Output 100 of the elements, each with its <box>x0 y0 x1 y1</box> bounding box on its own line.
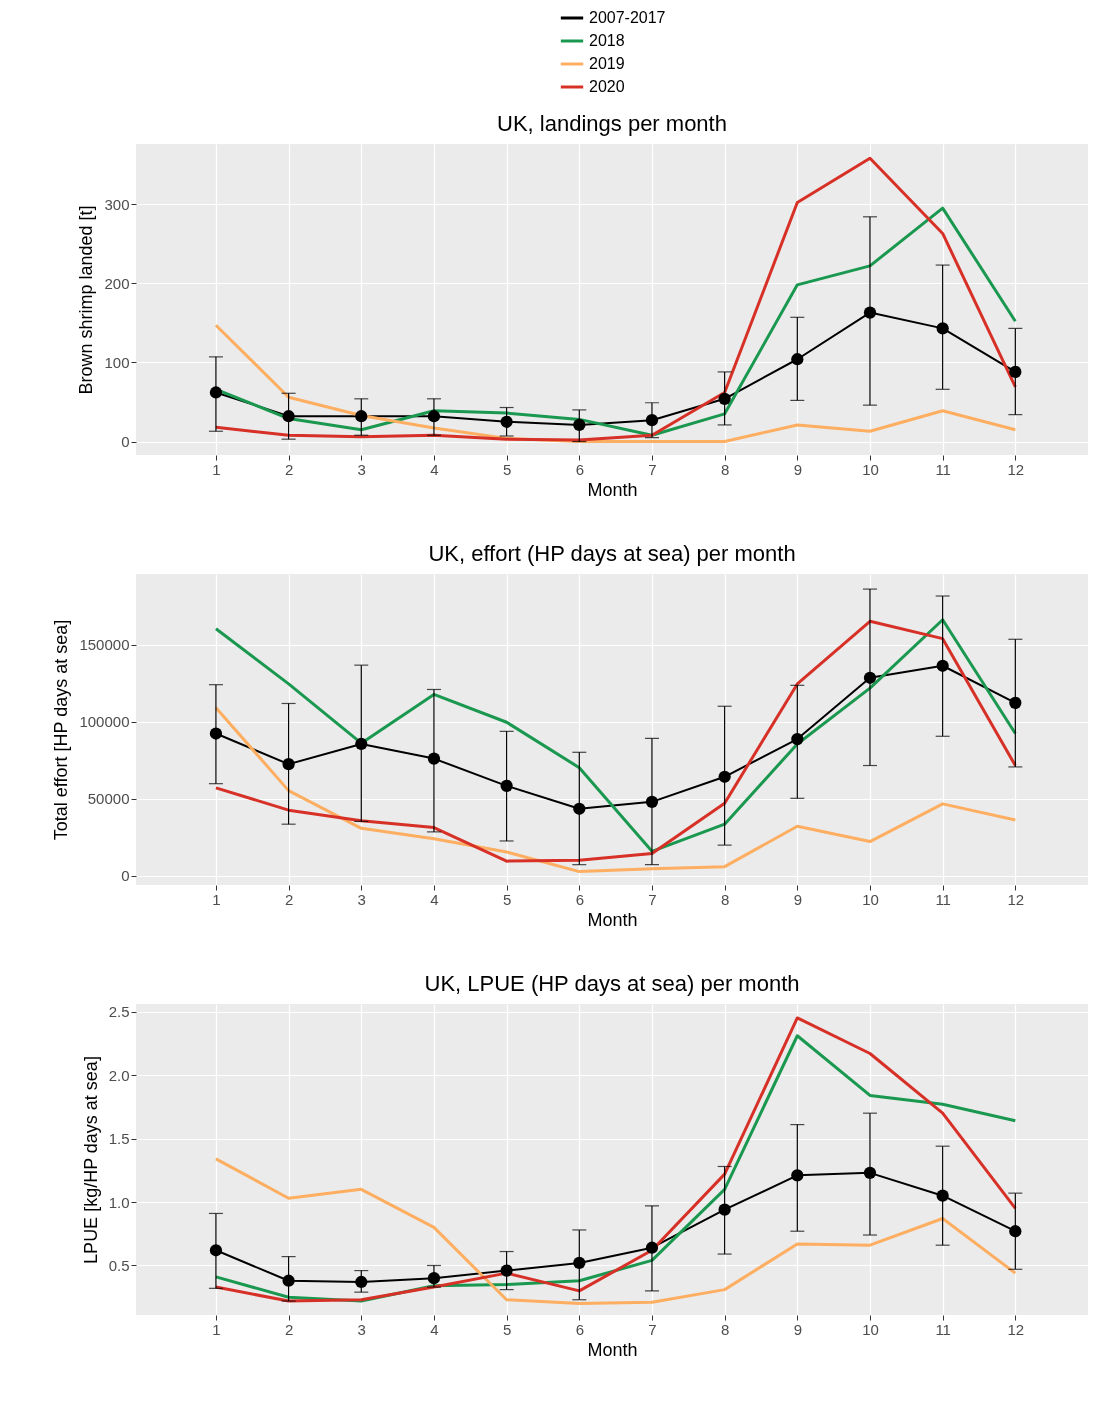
x-tick-label: 8 <box>720 460 730 478</box>
x-tick-label: 5 <box>502 1320 512 1338</box>
y-tick-label: 300 <box>104 195 130 213</box>
chart-title: UK, landings per month <box>497 111 727 136</box>
point <box>1009 365 1022 379</box>
point <box>355 1275 368 1289</box>
point <box>209 1244 223 1257</box>
x-tick-label: 11 <box>935 890 951 908</box>
point <box>282 758 295 771</box>
point <box>645 414 659 427</box>
x-tick-label: 10 <box>862 890 879 908</box>
x-tick-label: 6 <box>575 890 584 908</box>
y-axis-title: LPUE [kg/HP days at sea] <box>80 1056 101 1264</box>
y-tick-label: 2.0 <box>108 1066 130 1084</box>
point <box>573 1256 586 1270</box>
point <box>427 1272 441 1285</box>
x-tick-label: 12 <box>1007 1320 1025 1338</box>
x-tick-label: 2 <box>284 460 294 478</box>
x-axis-title: Month <box>587 479 638 500</box>
point <box>718 392 731 405</box>
point <box>355 737 368 751</box>
line-series <box>214 1157 1017 1306</box>
x-tick-label: 11 <box>935 460 951 478</box>
x-tick-label: 1 <box>212 460 221 478</box>
x-tick-label: 2 <box>284 1320 294 1338</box>
x-tick-label: 8 <box>720 890 730 908</box>
point <box>500 415 513 428</box>
x-tick-label: 8 <box>720 1320 730 1338</box>
x-tick-label: 9 <box>793 890 802 908</box>
x-tick-label: 3 <box>357 890 366 908</box>
point <box>282 1274 295 1287</box>
point <box>718 770 731 783</box>
line-series <box>214 706 1017 874</box>
x-tick-label: 3 <box>357 1320 366 1338</box>
x-tick-label: 4 <box>430 890 439 908</box>
x-axis-title: Month <box>587 909 638 930</box>
y-tick-label: 1.0 <box>108 1193 130 1211</box>
legend-label: 2019 <box>589 55 625 72</box>
x-tick-label: 6 <box>575 460 584 478</box>
x-tick-label: 1 <box>212 890 221 908</box>
y-tick-label: 0 <box>121 433 130 451</box>
point <box>355 410 368 423</box>
x-tick-label: 7 <box>648 1320 657 1338</box>
x-tick-label: 3 <box>357 460 366 478</box>
legend-label: 2018 <box>589 32 625 49</box>
x-tick-label: 4 <box>430 460 439 478</box>
point <box>500 1264 513 1277</box>
line-series <box>214 156 1017 442</box>
point <box>863 306 877 319</box>
y-tick-label: 1.5 <box>108 1130 130 1148</box>
point <box>500 779 513 792</box>
x-tick-label: 12 <box>1007 890 1025 908</box>
x-tick-label: 11 <box>935 1320 951 1338</box>
point <box>863 1166 877 1179</box>
x-tick-label: 9 <box>793 1320 802 1338</box>
x-axis-title: Month <box>587 1339 638 1360</box>
x-tick-label: 7 <box>648 890 657 908</box>
x-tick-label: 10 <box>862 1320 879 1338</box>
y-axis-title: Brown shrimp landed [t] <box>76 205 97 395</box>
y-tick-label: 100000 <box>79 713 130 731</box>
legend-label: 2007-2017 <box>589 9 666 26</box>
y-tick-label: 100 <box>104 353 130 371</box>
point <box>209 727 223 740</box>
y-tick-label: 200 <box>104 274 130 292</box>
point <box>791 732 804 746</box>
x-tick-label: 7 <box>648 460 657 478</box>
x-tick-label: 4 <box>430 1320 439 1338</box>
point <box>209 386 223 399</box>
point <box>936 322 949 335</box>
x-tick-label: 2 <box>284 890 294 908</box>
point <box>791 1169 804 1182</box>
chart-title: UK, effort (HP days at sea) per month <box>428 541 796 566</box>
point <box>645 1241 659 1254</box>
point <box>573 802 586 815</box>
point <box>791 353 804 366</box>
line-series <box>214 323 1017 444</box>
point <box>936 1189 949 1202</box>
x-tick-label: 10 <box>862 460 879 478</box>
y-tick-label: 0.5 <box>108 1256 130 1274</box>
y-tick-label: 0 <box>121 867 130 885</box>
x-tick-label: 5 <box>502 460 512 478</box>
point <box>573 418 586 432</box>
point <box>936 659 949 672</box>
y-tick-label: 150000 <box>79 636 130 654</box>
x-tick-label: 12 <box>1007 460 1025 478</box>
y-tick-label: 2.5 <box>108 1003 130 1021</box>
legend-label: 2020 <box>589 78 625 95</box>
point <box>427 752 441 765</box>
point <box>1009 696 1022 709</box>
point <box>863 671 877 684</box>
point <box>718 1203 731 1216</box>
point <box>282 410 295 423</box>
x-tick-label: 1 <box>212 1320 221 1338</box>
x-tick-label: 5 <box>502 890 512 908</box>
point <box>427 410 441 423</box>
x-tick-label: 6 <box>575 1320 584 1338</box>
x-tick-label: 9 <box>793 460 802 478</box>
point <box>645 795 659 808</box>
y-axis-title: Total effort [HP days at sea] <box>51 619 72 841</box>
y-tick-label: 50000 <box>87 790 130 808</box>
